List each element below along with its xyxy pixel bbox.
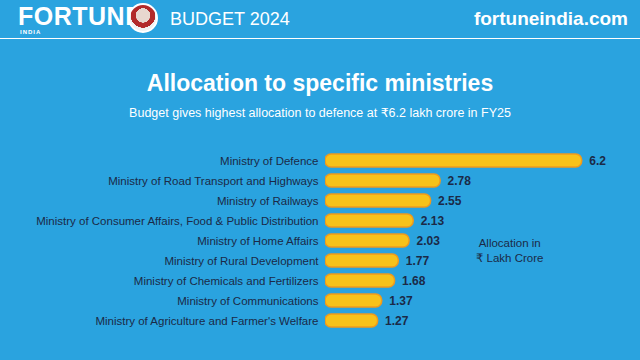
svg-text:2.55: 2.55 [438,194,462,208]
html-text:fortuneindia.com: fortuneindia.com [473,8,628,29]
html-text:Budget gives highest allocatio: Budget gives highest allocation to defen… [129,106,511,120]
svg-text:1.68: 1.68 [402,274,426,288]
svg-text:Ministry of Rural Development: Ministry of Rural Development [164,255,319,267]
svg-text:Ministry of Home Affairs: Ministry of Home Affairs [197,235,318,247]
svg-text:Ministry of Railways: Ministry of Railways [217,195,319,207]
svg-text:2.78: 2.78 [448,174,472,188]
svg-text:6.2: 6.2 [589,154,606,168]
html-text:BUDGET 2024: BUDGET 2024 [170,9,290,29]
svg-text:Ministry of Consumer Affairs,: Ministry of Consumer Affairs, Food & Pub… [36,215,318,227]
svg-text:2.13: 2.13 [421,214,445,228]
svg-text:Ministry of Communications: Ministry of Communications [177,295,318,307]
svg-text:2.03: 2.03 [417,234,441,248]
svg-text:1.77: 1.77 [406,254,430,268]
html-text:Allocation in: Allocation in [478,237,541,249]
svg-text:1.37: 1.37 [389,294,413,308]
svg-text:1.27: 1.27 [385,314,409,328]
html-text:INDIA: INDIA [20,29,42,35]
html-text:Allocation to specific ministr: Allocation to specific ministries [146,70,494,96]
html-text:FORTUNE: FORTUNE [18,2,143,30]
svg-text:Ministry of Agriculture and Fa: Ministry of Agriculture and Farmer's Wel… [95,315,318,327]
svg-text:Ministry of Road Transport and: Ministry of Road Transport and Highways [108,175,319,187]
html-text:₹ Lakh Crore: ₹ Lakh Crore [476,252,544,264]
svg-text:Ministry of Defence: Ministry of Defence [220,155,318,167]
svg-text:Ministry of Chemicals and Fert: Ministry of Chemicals and Fertilizers [134,275,319,287]
